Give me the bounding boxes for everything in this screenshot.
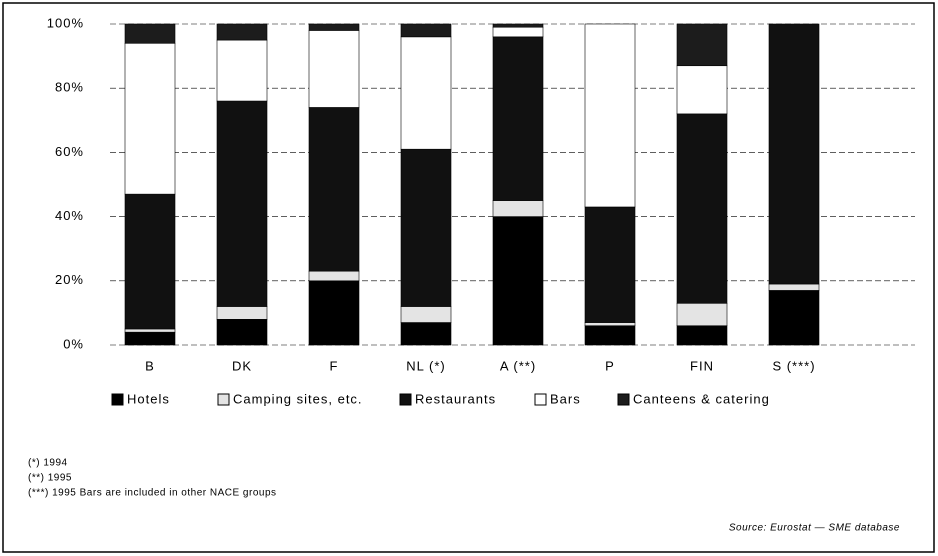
source: Source: Eurostat — SME database	[729, 523, 900, 534]
bar-segment	[308, 107, 360, 272]
bar-segment	[492, 216, 544, 346]
bar-segment	[584, 23, 636, 208]
x-tick-label: A (**)	[500, 358, 536, 373]
legend-label: Restaurants	[415, 391, 496, 406]
bar-segment	[584, 206, 636, 323]
y-tick-label: 80%	[55, 80, 84, 95]
bar-segment	[216, 306, 268, 320]
legend-swatch	[399, 393, 412, 406]
legend-swatch	[111, 393, 124, 406]
bar-segment	[492, 23, 544, 28]
bar-segment	[492, 26, 544, 38]
bar-segment	[216, 319, 268, 346]
bar-segment	[768, 23, 820, 285]
bar-segment	[124, 331, 176, 346]
legend-label: Hotels	[127, 391, 170, 406]
bar-segment	[676, 113, 728, 304]
bar-segment	[308, 23, 360, 31]
bar-segment	[216, 39, 268, 102]
bar-segment	[308, 30, 360, 108]
bar-segment	[676, 302, 728, 327]
bar-segment	[216, 23, 268, 41]
note: (*) 1994	[28, 458, 68, 469]
bar-segment	[492, 36, 544, 201]
bar-segment	[216, 100, 268, 307]
bar-segment	[676, 325, 728, 346]
x-tick-label: B	[145, 358, 155, 373]
legend-label: Bars	[550, 391, 581, 406]
legend-swatch	[534, 393, 547, 406]
note: (**) 1995	[28, 473, 72, 484]
note: (***) 1995 Bars are included in other NA…	[28, 488, 277, 499]
y-tick-label: 100%	[47, 15, 84, 30]
bar-segment	[492, 200, 544, 217]
bar-segment	[584, 322, 636, 327]
bar-segment	[400, 322, 452, 346]
legend-swatch	[617, 393, 630, 406]
bar-segment	[768, 290, 820, 346]
x-tick-label: F	[330, 358, 339, 373]
x-tick-label: NL (*)	[406, 358, 445, 373]
legend-label: Canteens & catering	[633, 391, 770, 406]
bar-segment	[124, 23, 176, 44]
bar-segment	[400, 23, 452, 38]
x-tick-label: S (***)	[772, 358, 815, 373]
bar-segment	[124, 193, 176, 330]
bar-segment	[400, 306, 452, 323]
bar-segment	[124, 328, 176, 333]
y-tick-label: 60%	[55, 144, 84, 159]
bar-segment	[308, 270, 360, 282]
bar-segment	[400, 36, 452, 150]
y-tick-label: 20%	[55, 272, 84, 287]
x-tick-label: FIN	[690, 358, 714, 373]
legend-swatch	[217, 393, 230, 406]
x-tick-label: DK	[232, 358, 252, 373]
bar-segment	[400, 148, 452, 307]
bar-segment	[676, 23, 728, 67]
y-tick-label: 0%	[63, 336, 84, 351]
y-tick-label: 40%	[55, 208, 84, 223]
bar-segment	[308, 280, 360, 346]
bar-segment	[124, 42, 176, 195]
x-tick-label: P	[605, 358, 615, 373]
bar-segment	[768, 283, 820, 291]
bar-segment	[584, 325, 636, 346]
bar-segment	[676, 65, 728, 115]
legend-label: Camping sites, etc.	[233, 391, 363, 406]
